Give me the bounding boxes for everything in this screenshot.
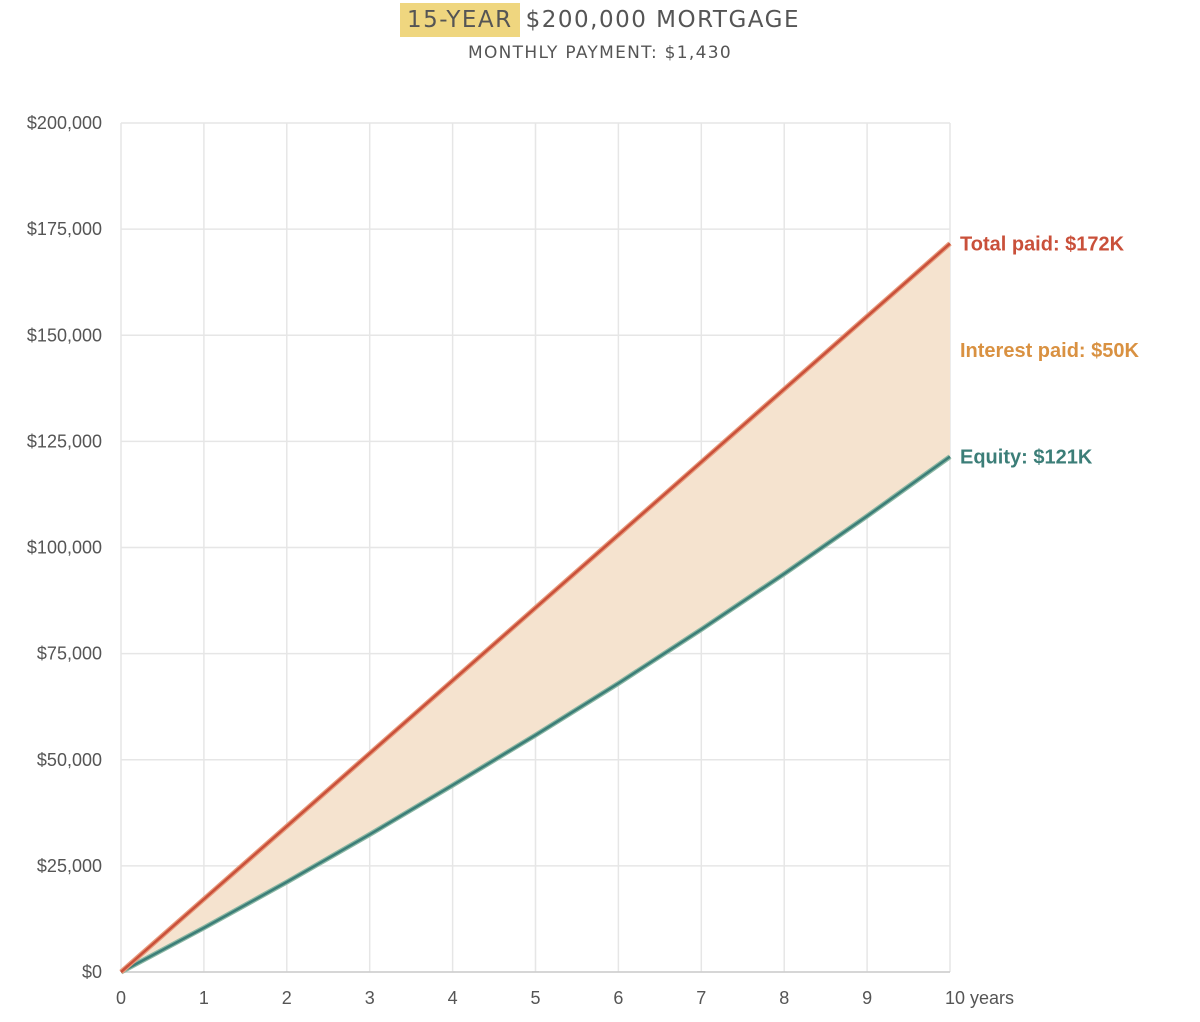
x-tick-label: 6	[613, 988, 623, 1008]
x-tick-label: 3	[365, 988, 375, 1008]
chart-title: 15-YEAR $200,000 MORTGAGE	[0, 3, 1200, 37]
title-term-badge: 15-YEAR	[399, 3, 520, 37]
series-labels: Total paid: $172K Interest paid: $50K Equi…	[960, 234, 1140, 469]
x-tick-label: 2	[282, 988, 292, 1008]
interest-paid-label: Interest paid: $50K	[960, 340, 1140, 362]
x-axis: 0 1 2 3 4 5 6 7 8 9 10 years	[116, 988, 1014, 1008]
y-tick-label: $175,000	[27, 219, 102, 239]
x-tick-label: 8	[779, 988, 789, 1008]
x-tick-label: 7	[696, 988, 706, 1008]
chart-subtitle: MONTHLY PAYMENT: $1,430	[468, 43, 732, 63]
total-paid-line	[120, 242, 951, 973]
x-tick-label: 4	[448, 988, 458, 1008]
x-tick-label: 0	[116, 988, 126, 1008]
y-axis: $0 $25,000 $50,000 $75,000 $100,000 $125,000 $…	[27, 113, 102, 982]
title-loan-amount: $200,000 MORTGAGE	[525, 7, 800, 33]
total-paid-label: Total paid: $172K	[960, 234, 1125, 256]
y-tick-label: $75,000	[37, 644, 102, 664]
y-tick-label: $200,000	[27, 113, 102, 133]
x-tick-label: 10 years	[945, 988, 1014, 1008]
series-lines	[119, 241, 952, 975]
equity-label: Equity: $121K	[960, 447, 1093, 469]
y-tick-label: $25,000	[37, 856, 102, 876]
y-tick-label: $50,000	[37, 750, 102, 770]
x-tick-label: 1	[199, 988, 209, 1008]
x-tick-label: 9	[862, 988, 872, 1008]
y-tick-label: $100,000	[27, 538, 102, 558]
chart-header: 15-YEAR $200,000 MORTGAGE MONTHLY PAYMENT…	[0, 3, 1200, 63]
y-tick-label: $125,000	[27, 431, 102, 451]
x-tick-label: 5	[530, 988, 540, 1008]
y-tick-label: $150,000	[27, 325, 102, 345]
y-tick-label: $0	[82, 962, 102, 982]
equity-line	[120, 455, 951, 974]
